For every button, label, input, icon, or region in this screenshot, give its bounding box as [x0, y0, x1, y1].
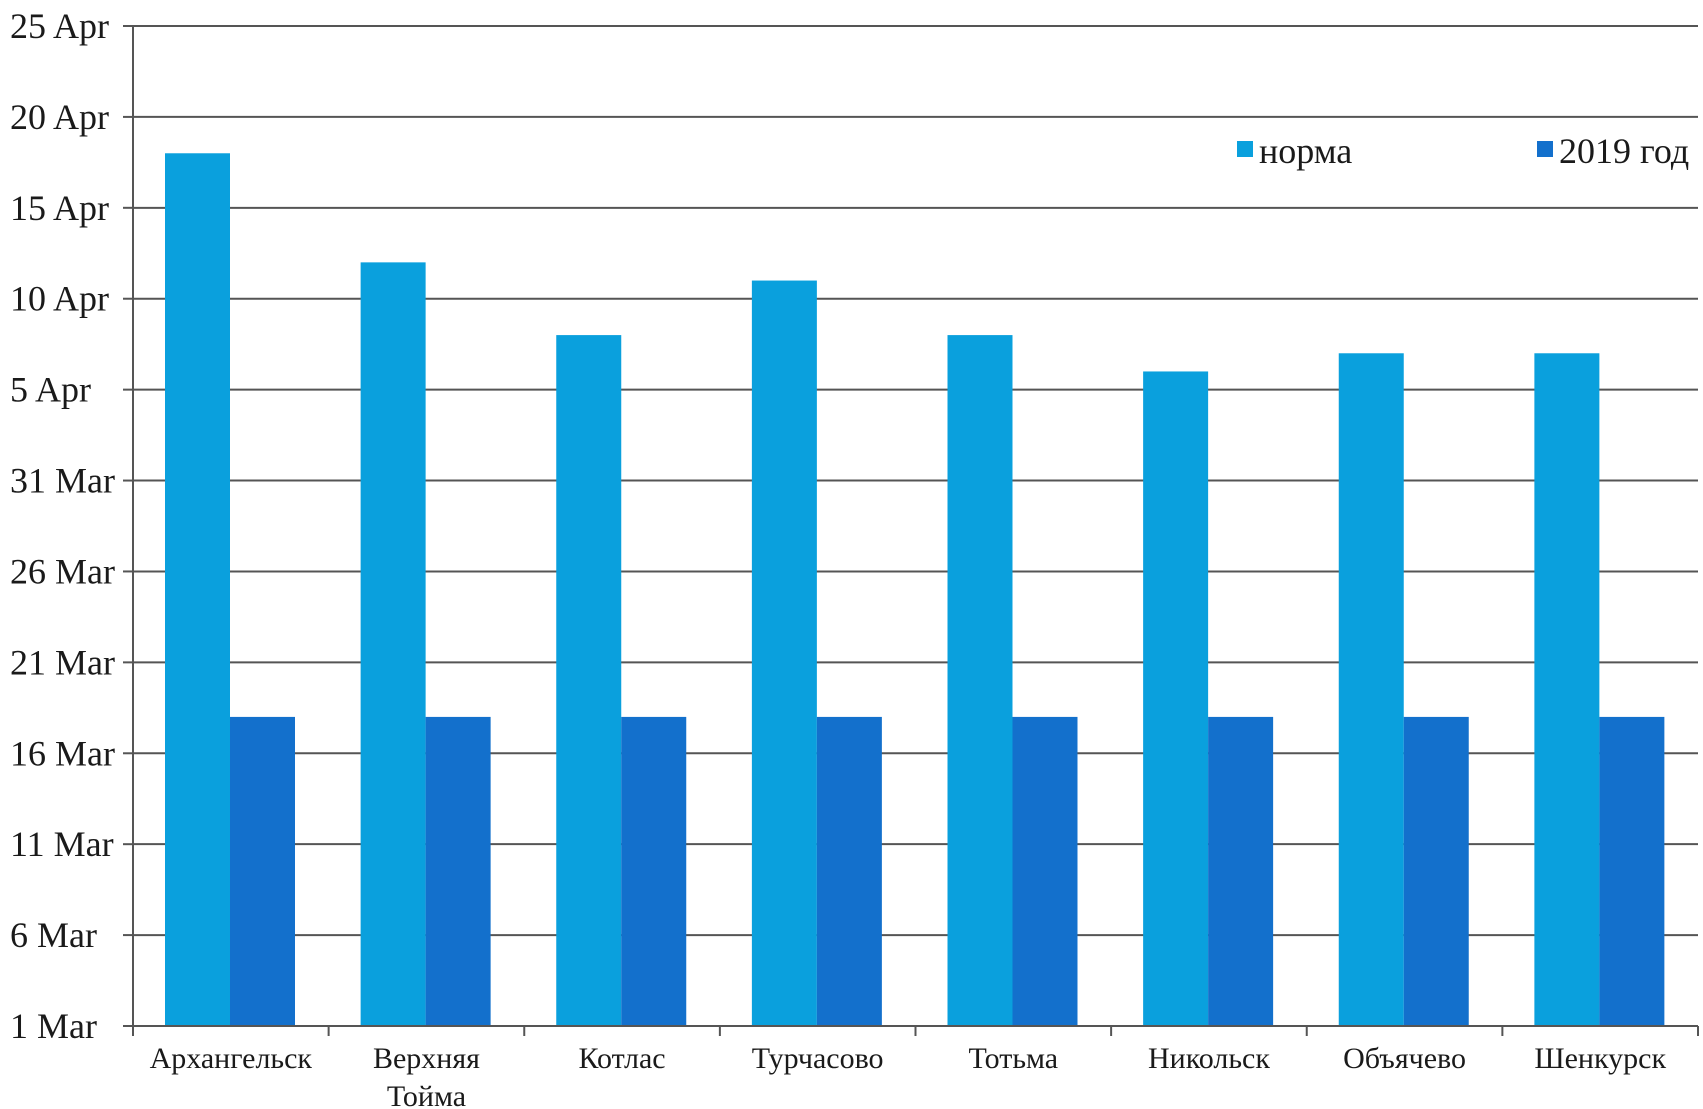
y-tick-label: 25 Apr — [10, 6, 109, 46]
x-category-label: Турчасово — [752, 1042, 884, 1075]
bar-norma-1 — [360, 262, 426, 1026]
bar-2019-7 — [1599, 716, 1665, 1026]
bar-norma-3 — [751, 280, 817, 1027]
y-tick-label: 26 Mar — [10, 551, 115, 591]
bar-2019-5 — [1208, 716, 1274, 1026]
axes — [132, 26, 1699, 1036]
x-category-label: Архангельск — [150, 1042, 313, 1075]
x-category-label: Шенкурск — [1534, 1042, 1666, 1075]
x-category-label: Никольск — [1148, 1042, 1270, 1075]
y-tick-label: 10 Apr — [10, 279, 109, 319]
x-category-label: Верхняя Тойма — [373, 1042, 480, 1109]
bar-norma-0 — [165, 153, 230, 1027]
y-tick-label: 20 Apr — [10, 97, 109, 137]
x-category-label: Тотьма — [969, 1042, 1059, 1075]
bar-2019-2 — [621, 716, 687, 1026]
legend-swatch — [1237, 141, 1253, 157]
bar-norma-5 — [1143, 371, 1209, 1026]
y-tick-label: 5 Apr — [10, 370, 91, 410]
bar-norma-6 — [1338, 353, 1404, 1027]
legend-label: 2019 год — [1559, 131, 1689, 171]
legend-label: норма — [1259, 131, 1352, 171]
x-axis-category-labels: Архангельск Верхняя Тойма Котлас Турчасово То… — [150, 1042, 1667, 1109]
y-tick-label: 16 Mar — [10, 733, 115, 773]
legend-swatch — [1537, 141, 1553, 157]
bar-2019-1 — [425, 716, 491, 1026]
legend: норма 2019 год — [1237, 131, 1689, 171]
bar-2019-0 — [230, 716, 295, 1026]
y-tick-label: 11 Mar — [10, 824, 114, 864]
x-category-label: Объячево — [1343, 1042, 1466, 1075]
bars — [165, 153, 1665, 1027]
y-axis-tick-labels: 1 Mar 6 Mar 11 Mar 16 Mar 21 Mar 26 Mar 31 Mar… — [10, 6, 133, 1046]
y-tick-label: 1 Mar — [10, 1006, 97, 1046]
y-tick-label: 21 Mar — [10, 642, 115, 682]
y-tick-label: 6 Mar — [10, 915, 97, 955]
bar-norma-4 — [947, 335, 1013, 1026]
bar-norma-2 — [556, 335, 622, 1026]
x-category-label: Котлас — [579, 1042, 666, 1075]
bar-2019-3 — [816, 716, 882, 1026]
y-tick-label: 31 Mar — [10, 461, 115, 501]
y-tick-label: 15 Apr — [10, 188, 109, 228]
bar-2019-6 — [1403, 716, 1469, 1026]
bar-norma-7 — [1534, 353, 1600, 1027]
bar-2019-4 — [1012, 716, 1078, 1026]
